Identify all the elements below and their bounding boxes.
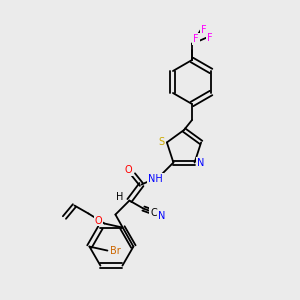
Text: C: C [150, 208, 157, 218]
Text: S: S [159, 137, 165, 147]
Text: NH: NH [148, 174, 163, 184]
Text: O: O [124, 165, 132, 175]
Text: Br: Br [110, 246, 121, 256]
Text: F: F [193, 34, 199, 44]
Text: O: O [94, 215, 102, 226]
Text: N: N [158, 211, 165, 220]
Text: N: N [197, 158, 204, 168]
Text: F: F [207, 33, 213, 43]
Text: F: F [201, 25, 207, 35]
Text: H: H [116, 192, 123, 202]
